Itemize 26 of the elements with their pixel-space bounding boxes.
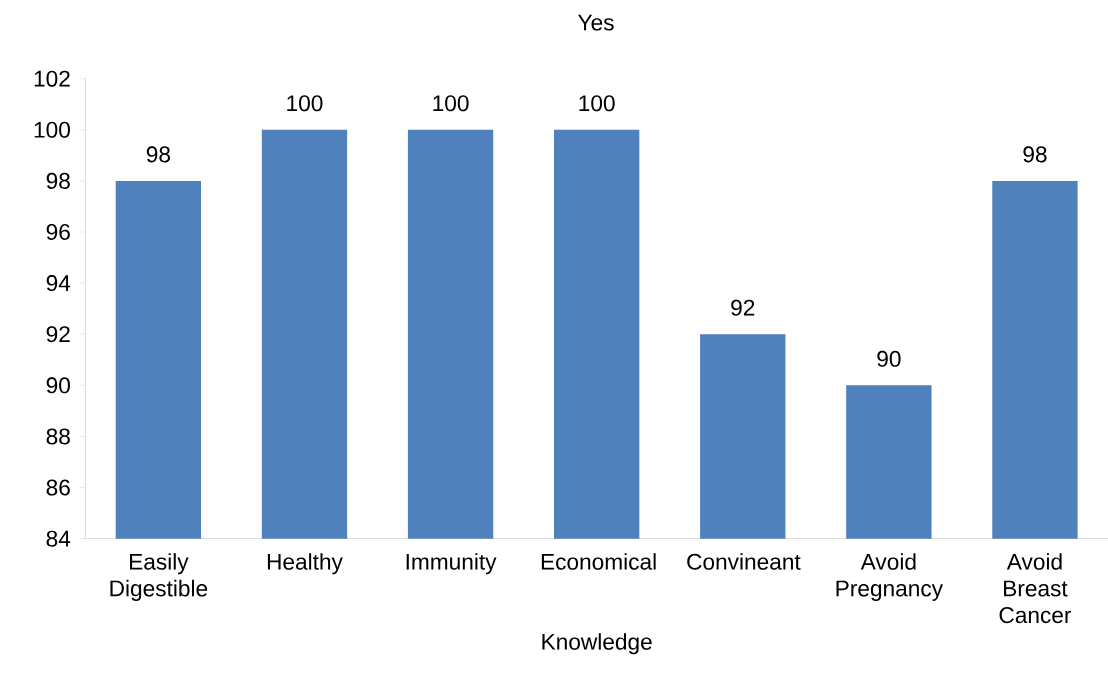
x-tick-label: Avoid Breast Cancer	[999, 553, 1072, 623]
data-label: 98	[146, 146, 170, 163]
x-tick-label: Convineant	[687, 553, 801, 570]
x-axis-title: Knowledge	[542, 633, 652, 655]
x-tick-label: Healthy	[267, 553, 343, 575]
x-tick-label: Economical	[541, 553, 656, 570]
y-tick-label: 98	[46, 172, 70, 189]
chart-title: Yes	[578, 14, 614, 31]
x-tick-label: Immunity	[406, 553, 497, 575]
data-label: 100	[287, 95, 323, 112]
data-label: 100	[579, 95, 615, 112]
x-tick-label: Avoid Pregnancy	[836, 553, 943, 601]
y-tick-label: 102	[34, 70, 70, 87]
data-label: 98	[1023, 146, 1047, 163]
y-tick-label: 86	[46, 479, 70, 496]
y-tick-label: 92	[46, 326, 70, 343]
data-label: 90	[877, 350, 901, 367]
data-label: 100	[433, 95, 469, 112]
y-tick-label: 84	[46, 530, 71, 547]
y-tick-label: 88	[46, 428, 70, 445]
y-tick-label: 96	[46, 223, 70, 240]
x-tick-label: Easily Digestible	[110, 553, 208, 601]
data-label: 92	[731, 299, 755, 316]
y-tick-label: 100	[34, 121, 70, 138]
y-tick-label: 94	[46, 274, 71, 291]
y-tick-label: 90	[46, 377, 70, 394]
